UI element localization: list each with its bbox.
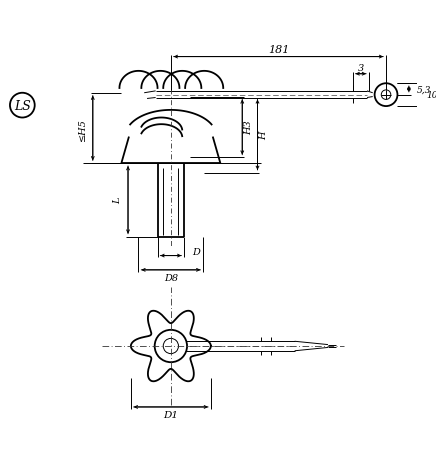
Text: D: D bbox=[192, 248, 200, 257]
Text: L: L bbox=[113, 197, 123, 204]
Text: 181: 181 bbox=[268, 45, 289, 55]
Text: D8: D8 bbox=[164, 273, 178, 283]
Text: H: H bbox=[259, 131, 269, 140]
Text: 10: 10 bbox=[426, 91, 436, 100]
Text: 3: 3 bbox=[358, 63, 364, 72]
Text: D1: D1 bbox=[164, 410, 178, 419]
Text: LS: LS bbox=[14, 99, 31, 112]
Text: H3: H3 bbox=[244, 121, 253, 135]
Text: 5,3: 5,3 bbox=[416, 85, 431, 94]
Text: ≤H5: ≤H5 bbox=[78, 118, 87, 141]
